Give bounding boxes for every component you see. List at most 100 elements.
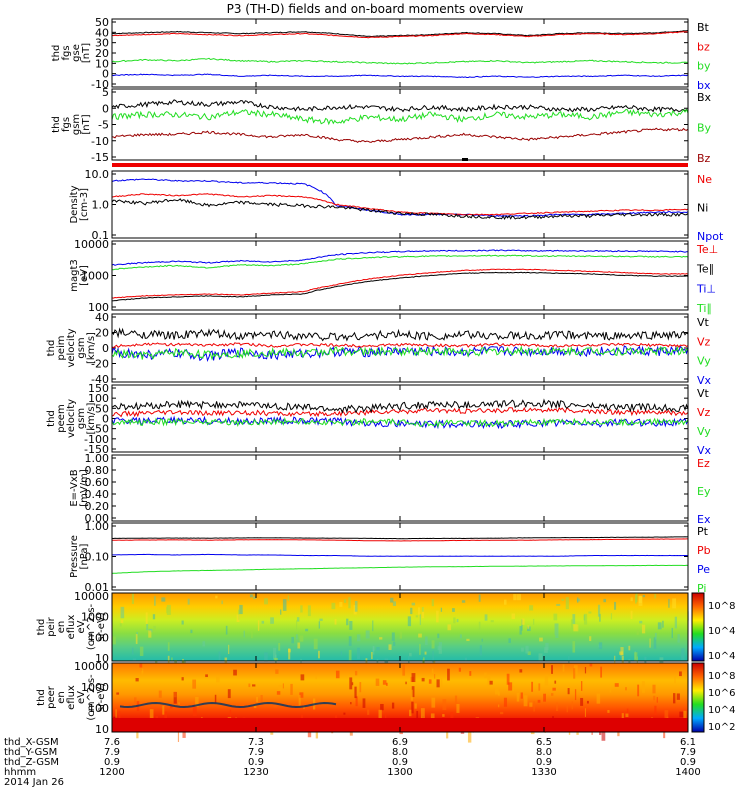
spectrogram-cell bbox=[261, 620, 265, 624]
spectrogram-cell bbox=[116, 692, 120, 695]
spectrogram-cell bbox=[543, 693, 547, 702]
spectrogram-cell bbox=[551, 665, 553, 674]
spectrogram-cell bbox=[152, 614, 156, 620]
ylabel-line: velocity bbox=[66, 328, 77, 367]
ylabel-line: sr-eV) bbox=[96, 612, 107, 641]
spectrogram-cell bbox=[166, 606, 168, 614]
spectrogram-cell bbox=[187, 598, 190, 605]
spectrogram-cell bbox=[415, 615, 418, 618]
spectrogram-cell bbox=[264, 652, 268, 662]
ylabel-line: gsm bbox=[76, 337, 87, 358]
spectrogram-cell bbox=[630, 610, 633, 620]
spectrogram-cell bbox=[173, 691, 177, 698]
spectrogram-cell bbox=[433, 660, 436, 664]
spectrogram-cell bbox=[300, 714, 303, 719]
spectrogram-cell bbox=[164, 711, 167, 720]
spectrogram-cell bbox=[566, 705, 568, 713]
footer-value: 1400 bbox=[675, 767, 700, 778]
spectrogram-cell bbox=[553, 613, 558, 621]
ytick-label: 0 bbox=[102, 342, 109, 355]
spectrogram-cell bbox=[458, 667, 461, 672]
spectrogram-cell bbox=[484, 672, 487, 679]
spectrogram-cell bbox=[613, 601, 617, 610]
spectrogram-cell bbox=[131, 647, 134, 655]
ylabel-line: [cm-3] bbox=[79, 188, 90, 221]
ytick-label: 1.00 bbox=[85, 520, 110, 533]
spectrogram-cell bbox=[517, 594, 521, 601]
spectrogram-cell bbox=[252, 684, 256, 687]
spectrogram-cell bbox=[181, 620, 184, 625]
series-Ne bbox=[111, 193, 689, 216]
spectrogram-cell bbox=[348, 636, 352, 646]
spectrogram-cell bbox=[411, 701, 414, 714]
spectrogram-cell bbox=[367, 709, 370, 715]
spectrogram-cell bbox=[596, 693, 601, 704]
spectrogram-peir bbox=[112, 593, 688, 661]
ytick-label: -10 bbox=[91, 135, 109, 148]
spectrogram-cell bbox=[544, 674, 549, 686]
spectrogram-cell bbox=[420, 708, 425, 719]
spectrogram-cell bbox=[506, 673, 510, 685]
ylabel-line: thd bbox=[51, 45, 62, 62]
spectrogram-cell bbox=[673, 693, 676, 704]
spectrogram-cell bbox=[243, 630, 245, 638]
ylabel-line: [km/s] bbox=[86, 332, 97, 364]
ytick-label: 0.01 bbox=[85, 581, 110, 594]
spectrogram-cell bbox=[421, 607, 425, 619]
ytick-label: 1000 bbox=[81, 270, 109, 283]
ylabel-line: thd bbox=[46, 340, 57, 357]
spectrogram-cell bbox=[382, 680, 387, 685]
spectrogram-cell bbox=[614, 655, 616, 665]
spectrogram-cell bbox=[278, 642, 281, 651]
spectrogram-cell bbox=[519, 669, 523, 673]
spectrogram-cell bbox=[298, 695, 301, 706]
series-By bbox=[111, 108, 689, 126]
spectrogram-cell bbox=[205, 674, 208, 678]
spectrogram-cell bbox=[577, 624, 579, 632]
spectrogram-cell bbox=[572, 641, 576, 653]
spectrogram-cell bbox=[139, 646, 144, 656]
spectrogram-cell bbox=[570, 619, 573, 630]
spectrogram-cell bbox=[466, 638, 470, 642]
spectrogram-cell bbox=[354, 686, 357, 699]
colorbar-label: 10^8 bbox=[708, 601, 735, 612]
spectrogram-cell bbox=[343, 599, 347, 603]
ytick-label: -10 bbox=[91, 78, 109, 91]
footer-value: 7.9 bbox=[104, 747, 120, 758]
series-Pe bbox=[112, 553, 689, 557]
footer-value: 7.6 bbox=[104, 737, 120, 748]
ytick-label: 100 bbox=[88, 702, 109, 715]
ytick-label: 50 bbox=[95, 402, 109, 415]
ytick-label: 150 bbox=[88, 382, 109, 395]
spectrogram-cell bbox=[388, 644, 392, 650]
legend-Ti⊥: Ti⊥ bbox=[696, 282, 716, 295]
panel-frame bbox=[111, 454, 689, 522]
ylabel-line: peer bbox=[46, 685, 57, 709]
spectrogram-cell bbox=[642, 594, 646, 598]
spectrogram-cell bbox=[425, 636, 428, 646]
footer-row-label: thd_Y-GSM bbox=[4, 747, 57, 758]
spectrogram-cell bbox=[134, 697, 137, 708]
spectrogram-cell bbox=[644, 656, 647, 665]
spectrogram-cell bbox=[357, 647, 361, 660]
footer-value: 1330 bbox=[531, 767, 556, 778]
ytick-label: 0.60 bbox=[85, 476, 110, 489]
series-Bt bbox=[111, 29, 689, 38]
ylabel-line: eV bbox=[76, 620, 87, 633]
ytick-label: 40 bbox=[95, 26, 109, 39]
spectrogram-cell bbox=[260, 695, 263, 705]
footer-row-label: 2014 Jan 26 bbox=[4, 777, 64, 788]
spectrogram-cell bbox=[589, 663, 593, 667]
ytick-label: 10 bbox=[95, 57, 109, 70]
ytick-label: 0 bbox=[102, 102, 109, 115]
ytick-label: 10 bbox=[95, 652, 109, 665]
ylabel-line: gse bbox=[71, 44, 82, 62]
spectrogram-cell bbox=[253, 596, 257, 600]
spectrogram-cell bbox=[619, 651, 624, 655]
ytick-label: -50 bbox=[91, 423, 109, 436]
spectrogram-cell bbox=[376, 647, 380, 651]
spectrogram-cell bbox=[362, 698, 366, 708]
spectrogram-cell bbox=[674, 616, 678, 629]
spectrogram-cell bbox=[251, 630, 253, 639]
ylabel-line: peem bbox=[56, 404, 67, 432]
